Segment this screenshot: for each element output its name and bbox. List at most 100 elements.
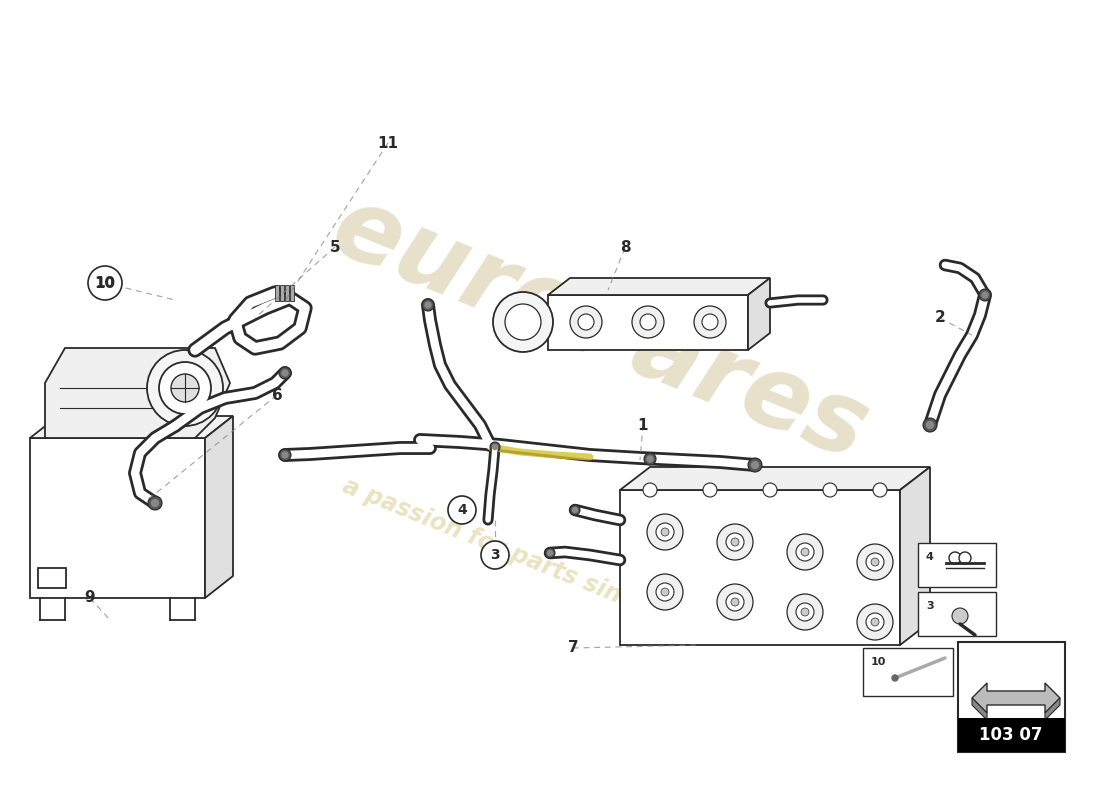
Circle shape <box>857 544 893 580</box>
Circle shape <box>717 524 754 560</box>
Circle shape <box>823 483 837 497</box>
Circle shape <box>570 505 580 515</box>
Bar <box>864 648 953 696</box>
Polygon shape <box>548 295 748 350</box>
Circle shape <box>578 314 594 330</box>
Text: 6: 6 <box>272 387 283 402</box>
Circle shape <box>866 553 884 571</box>
Text: 2: 2 <box>935 310 945 326</box>
Circle shape <box>147 350 223 426</box>
Circle shape <box>866 613 884 631</box>
Bar <box>285 285 289 301</box>
Polygon shape <box>972 683 1060 713</box>
Circle shape <box>88 266 122 300</box>
Circle shape <box>282 452 288 458</box>
Circle shape <box>892 675 898 681</box>
Circle shape <box>796 603 814 621</box>
Text: 8: 8 <box>619 241 630 255</box>
Circle shape <box>732 598 739 606</box>
Circle shape <box>544 548 556 558</box>
Text: 10: 10 <box>95 275 116 290</box>
Bar <box>958 642 1065 752</box>
Text: 103 07: 103 07 <box>979 726 1043 744</box>
Circle shape <box>148 496 162 510</box>
Circle shape <box>647 574 683 610</box>
Circle shape <box>796 543 814 561</box>
Polygon shape <box>620 467 930 490</box>
Circle shape <box>751 462 759 469</box>
Text: 9: 9 <box>85 590 96 606</box>
Bar <box>280 285 284 301</box>
Text: euroPares: euroPares <box>318 178 882 482</box>
Circle shape <box>926 422 934 429</box>
Text: 10: 10 <box>96 276 114 290</box>
Circle shape <box>979 289 991 301</box>
Polygon shape <box>30 416 233 438</box>
Bar <box>39 568 66 588</box>
Circle shape <box>702 314 718 330</box>
Text: 1: 1 <box>638 418 648 433</box>
Circle shape <box>282 370 288 376</box>
Text: a passion for parts since 1985: a passion for parts since 1985 <box>339 474 722 646</box>
Circle shape <box>786 594 823 630</box>
Circle shape <box>857 604 893 640</box>
Circle shape <box>490 442 500 452</box>
Bar <box>918 543 996 587</box>
Text: 4: 4 <box>926 552 934 562</box>
Polygon shape <box>900 467 930 645</box>
Circle shape <box>656 523 674 541</box>
Polygon shape <box>30 438 205 598</box>
Circle shape <box>748 458 762 472</box>
Circle shape <box>448 496 476 524</box>
Circle shape <box>425 302 431 308</box>
Circle shape <box>422 299 435 311</box>
Circle shape <box>923 418 937 432</box>
Circle shape <box>493 292 553 352</box>
Text: 10: 10 <box>871 657 887 667</box>
Circle shape <box>632 306 664 338</box>
Circle shape <box>640 314 656 330</box>
Circle shape <box>160 362 211 414</box>
Circle shape <box>871 618 879 626</box>
Text: 5: 5 <box>330 239 340 254</box>
Circle shape <box>959 552 971 564</box>
Circle shape <box>873 483 887 497</box>
Circle shape <box>801 608 808 616</box>
Circle shape <box>493 445 497 450</box>
Polygon shape <box>548 278 770 295</box>
Circle shape <box>952 608 968 624</box>
Circle shape <box>801 548 808 556</box>
Circle shape <box>505 304 541 340</box>
Circle shape <box>661 588 669 596</box>
Polygon shape <box>205 416 233 598</box>
Text: 4: 4 <box>458 503 466 517</box>
Circle shape <box>726 593 744 611</box>
Circle shape <box>647 514 683 550</box>
Circle shape <box>703 483 717 497</box>
Text: 11: 11 <box>377 135 398 150</box>
Circle shape <box>647 456 653 462</box>
Polygon shape <box>748 278 770 350</box>
Circle shape <box>572 507 578 513</box>
Circle shape <box>170 374 199 402</box>
Circle shape <box>694 306 726 338</box>
Circle shape <box>644 453 656 465</box>
Circle shape <box>548 550 552 555</box>
Circle shape <box>152 499 158 506</box>
Circle shape <box>570 306 602 338</box>
Polygon shape <box>620 490 900 645</box>
Circle shape <box>726 533 744 551</box>
Polygon shape <box>972 698 1060 727</box>
Circle shape <box>717 584 754 620</box>
Bar <box>958 718 1065 752</box>
Circle shape <box>949 552 961 564</box>
Bar <box>290 285 294 301</box>
Text: 7: 7 <box>568 641 579 655</box>
Circle shape <box>763 483 777 497</box>
Bar <box>918 592 996 636</box>
Circle shape <box>982 292 988 298</box>
Circle shape <box>786 534 823 570</box>
Text: 3: 3 <box>926 601 934 611</box>
Circle shape <box>661 528 669 536</box>
Circle shape <box>644 483 657 497</box>
